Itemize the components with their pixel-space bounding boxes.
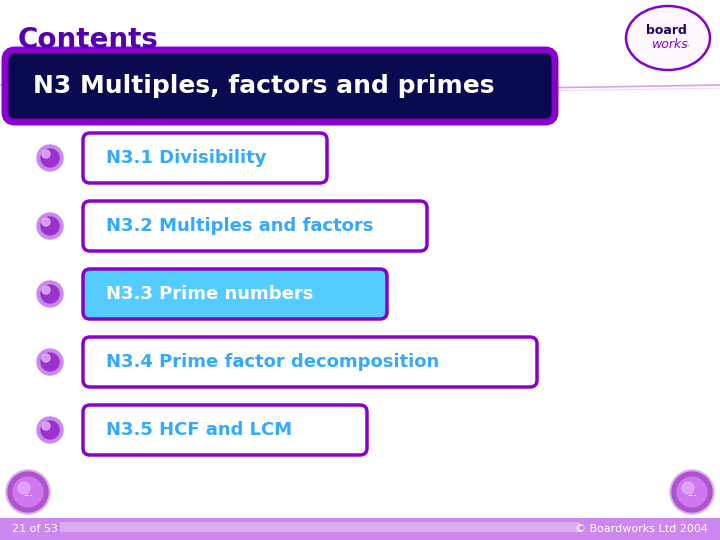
Text: ...: ... bbox=[682, 39, 690, 49]
Circle shape bbox=[41, 353, 59, 371]
Text: Contents: Contents bbox=[18, 26, 159, 54]
Text: works: works bbox=[652, 37, 688, 51]
Circle shape bbox=[41, 421, 59, 439]
Text: 21 of 53: 21 of 53 bbox=[12, 524, 58, 534]
Circle shape bbox=[670, 470, 714, 514]
FancyBboxPatch shape bbox=[83, 269, 387, 319]
Circle shape bbox=[677, 477, 707, 507]
Circle shape bbox=[37, 417, 63, 443]
Circle shape bbox=[37, 349, 63, 375]
FancyBboxPatch shape bbox=[5, 50, 555, 122]
Circle shape bbox=[41, 285, 59, 303]
FancyBboxPatch shape bbox=[60, 522, 580, 532]
FancyBboxPatch shape bbox=[83, 337, 537, 387]
Circle shape bbox=[42, 218, 50, 226]
Circle shape bbox=[37, 281, 63, 307]
FancyBboxPatch shape bbox=[83, 133, 327, 183]
Text: N3.4 Prime factor decomposition: N3.4 Prime factor decomposition bbox=[106, 353, 439, 371]
Circle shape bbox=[18, 482, 30, 494]
Circle shape bbox=[682, 482, 694, 494]
Circle shape bbox=[672, 472, 712, 512]
Text: © Boardworks Ltd 2004: © Boardworks Ltd 2004 bbox=[575, 524, 708, 534]
Circle shape bbox=[42, 150, 50, 158]
Text: N3.1 Divisibility: N3.1 Divisibility bbox=[106, 149, 266, 167]
Circle shape bbox=[42, 286, 50, 294]
FancyBboxPatch shape bbox=[83, 405, 367, 455]
Text: ...: ... bbox=[687, 489, 697, 497]
FancyBboxPatch shape bbox=[83, 201, 427, 251]
FancyBboxPatch shape bbox=[0, 518, 720, 540]
Circle shape bbox=[42, 354, 50, 362]
Circle shape bbox=[6, 470, 50, 514]
Text: N3.2 Multiples and factors: N3.2 Multiples and factors bbox=[106, 217, 374, 235]
Circle shape bbox=[41, 149, 59, 167]
Circle shape bbox=[41, 217, 59, 235]
Ellipse shape bbox=[626, 6, 710, 70]
Circle shape bbox=[42, 422, 50, 430]
Text: ...: ... bbox=[23, 489, 33, 497]
Text: N3 Multiples, factors and primes: N3 Multiples, factors and primes bbox=[33, 74, 495, 98]
Circle shape bbox=[37, 145, 63, 171]
Text: board: board bbox=[646, 24, 686, 37]
Circle shape bbox=[13, 477, 43, 507]
Circle shape bbox=[8, 472, 48, 512]
Text: N3.5 HCF and LCM: N3.5 HCF and LCM bbox=[106, 421, 292, 439]
Circle shape bbox=[37, 213, 63, 239]
Text: N3.3 Prime numbers: N3.3 Prime numbers bbox=[106, 285, 313, 303]
